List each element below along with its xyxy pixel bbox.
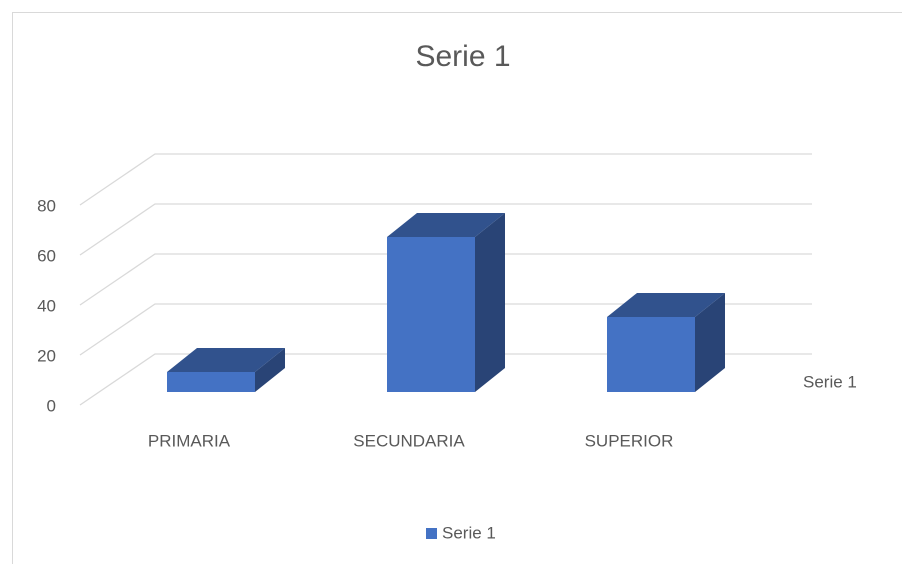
bar (387, 237, 475, 392)
chart-frame (12, 12, 902, 564)
bar-top (387, 213, 505, 237)
y-tick-label: 0 (47, 396, 56, 415)
legend-label: Serie 1 (442, 523, 496, 542)
y-tick-label: 20 (37, 346, 56, 365)
grid-line (79, 253, 812, 306)
bar-side (695, 293, 725, 392)
grid-line (79, 153, 812, 206)
grid-line (79, 303, 812, 356)
chart-title: Serie 1 (415, 40, 510, 73)
grid-line (79, 203, 812, 256)
grid-line (79, 353, 812, 406)
legend-swatch (426, 528, 437, 539)
bar-side (475, 213, 505, 392)
depth-axis-label: Serie 1 (803, 372, 857, 391)
bar (607, 317, 695, 392)
x-tick-label: PRIMARIA (148, 431, 231, 450)
y-tick-label: 60 (37, 246, 56, 265)
x-tick-label: SUPERIOR (585, 431, 674, 450)
y-tick-label: 40 (37, 296, 56, 315)
legend: Serie 1 (426, 523, 496, 542)
bar-top (607, 293, 725, 317)
bar-top (167, 348, 285, 372)
bar (167, 372, 255, 392)
bar-side (255, 348, 285, 392)
x-tick-label: SECUNDARIA (353, 431, 465, 450)
y-tick-label: 80 (37, 196, 56, 215)
